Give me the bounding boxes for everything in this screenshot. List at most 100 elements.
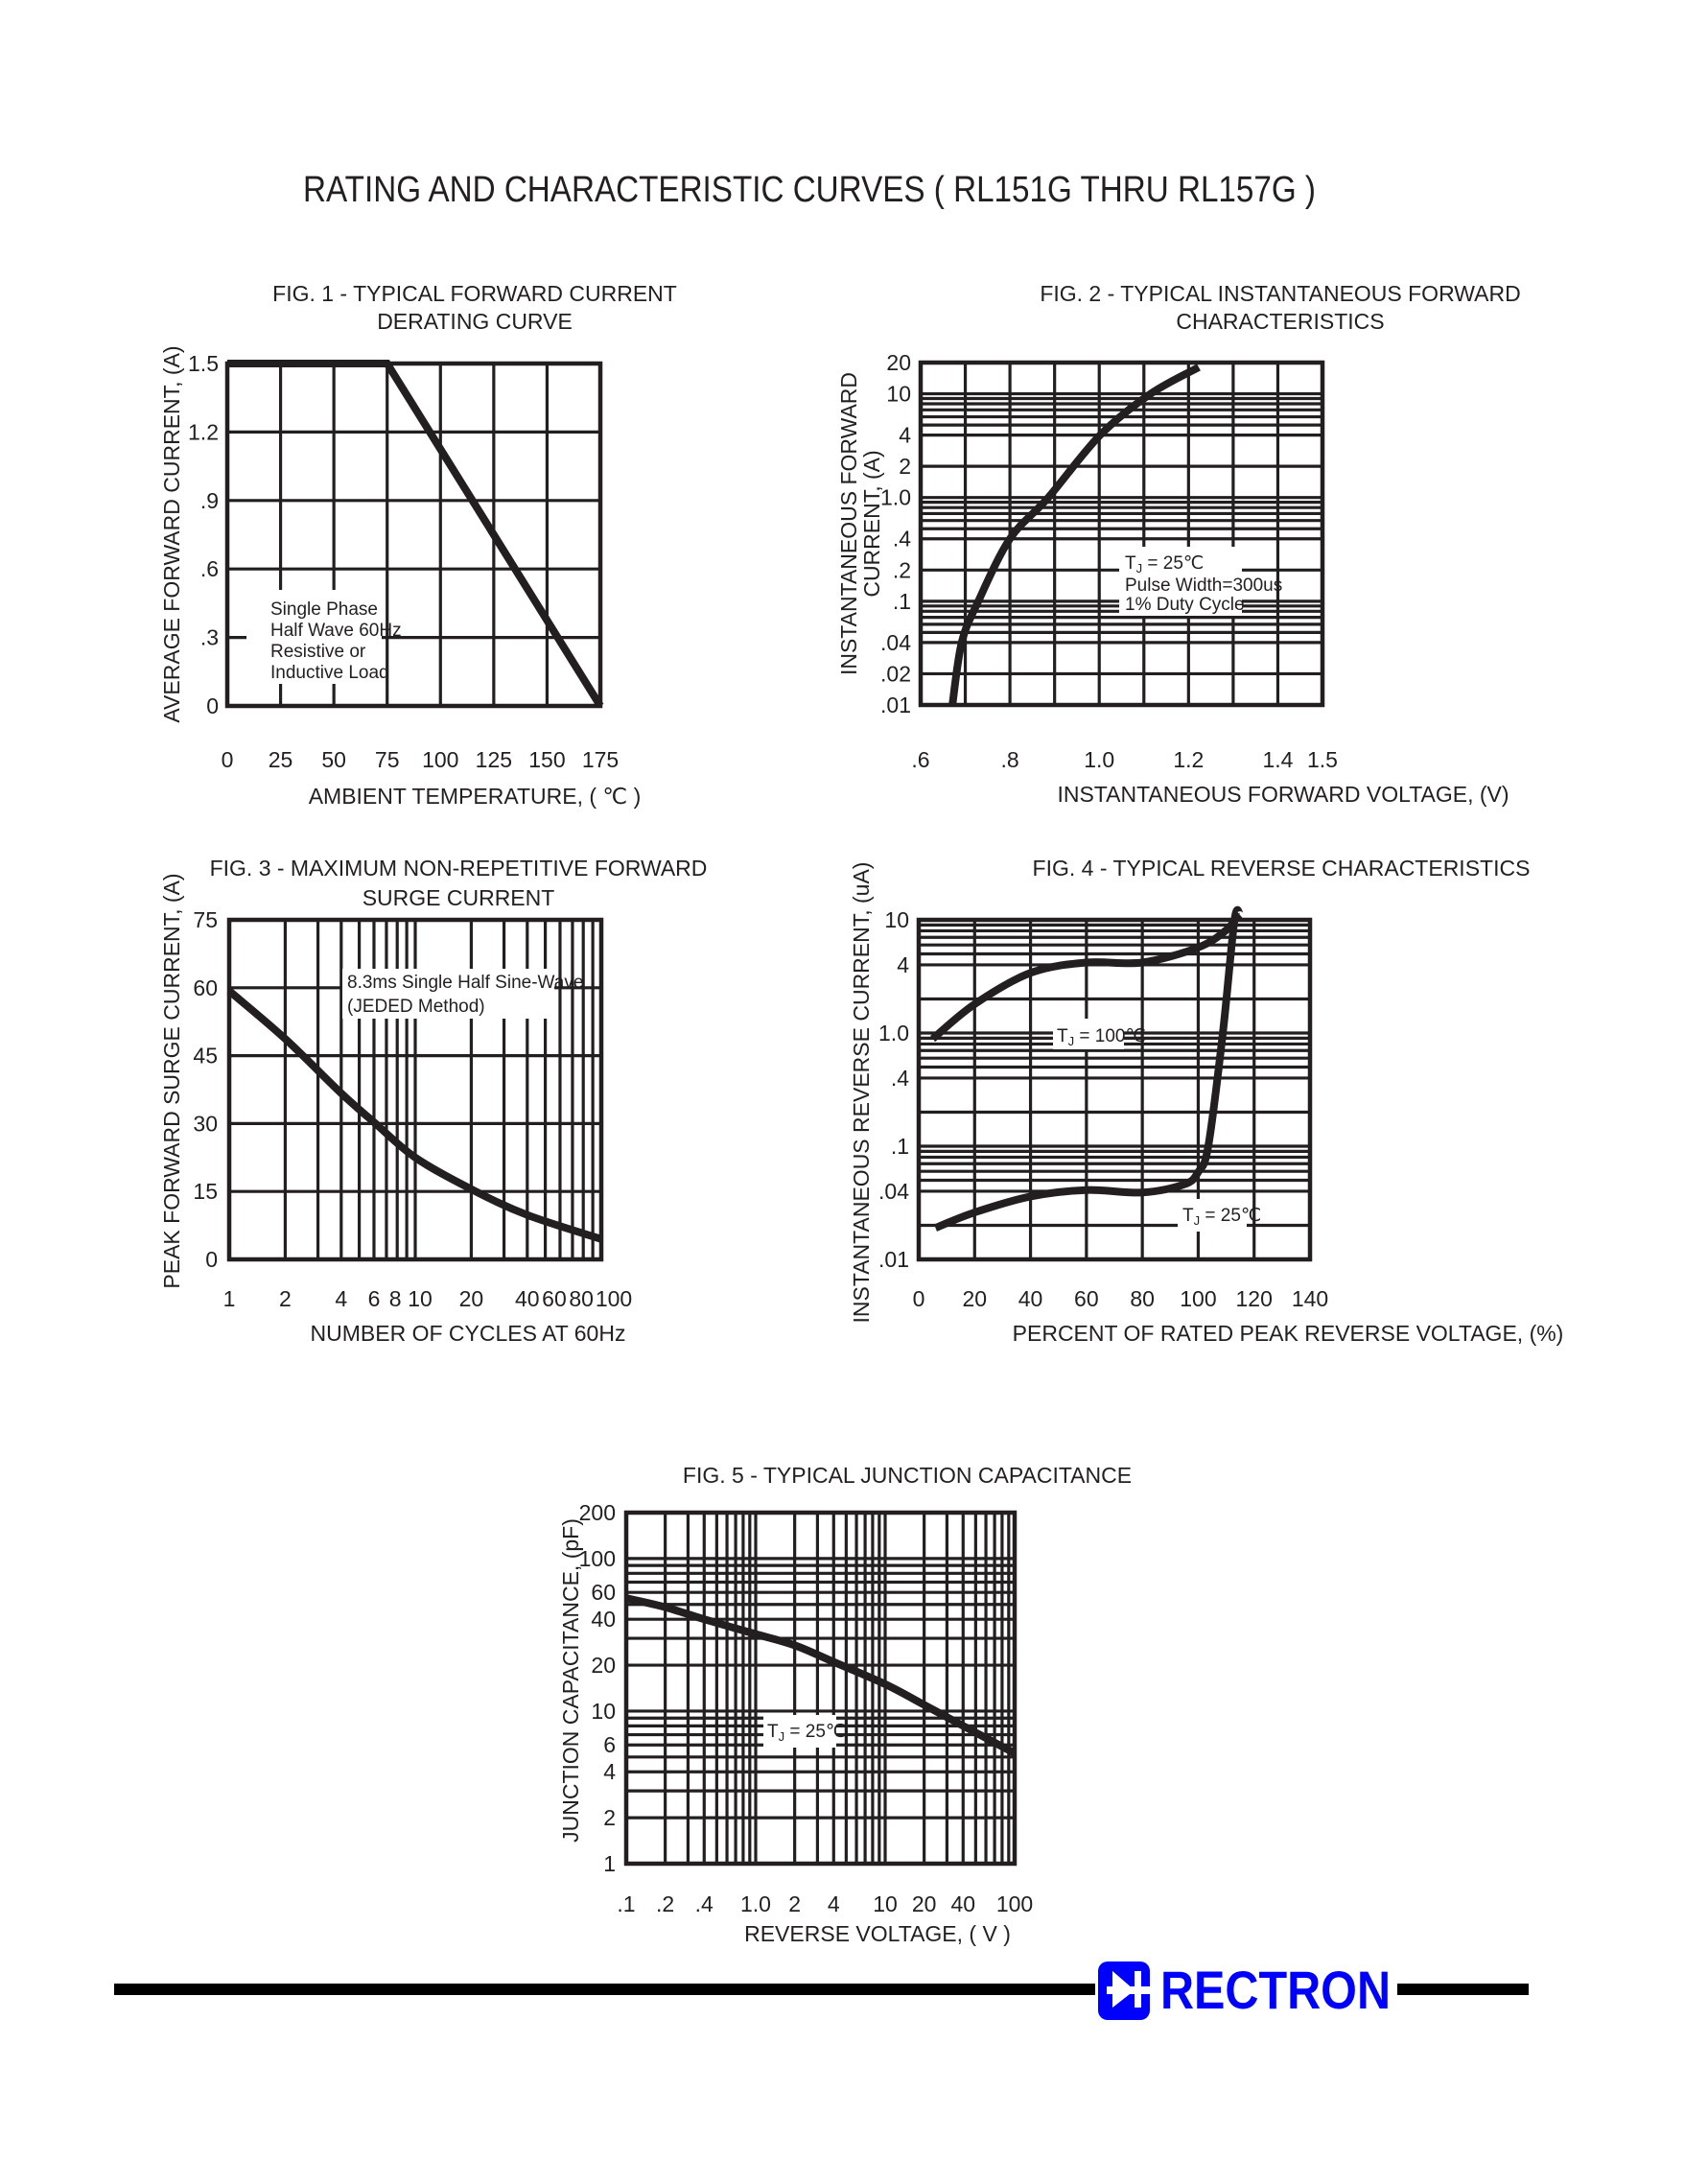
junction-temperature-label: TJ = 25℃ [1125,553,1204,575]
x-tick-label: 75 [375,747,400,772]
figure-title: FIG. 1 - TYPICAL FORWARD CURRENT [272,281,677,306]
y-tick-label: 40 [591,1607,616,1632]
annotation-box [246,590,382,684]
series-curve-1 [948,364,1201,706]
y-tick-label: .04 [878,1179,909,1204]
y-tick-label: 4 [899,423,911,448]
x-tick-label: 100 [422,747,458,772]
y-tick-label: 1 [603,1851,616,1876]
x-tick-label: 20 [459,1286,484,1311]
y-tick-label: 4 [897,952,909,977]
grid [921,363,1322,705]
x-tick-label: 1.4 [1262,747,1293,772]
y-tick-label: .1 [891,1134,909,1159]
label-subscript: J [1068,1034,1075,1048]
x-tick-label: 125 [476,747,512,772]
y-tick-label: .4 [891,1066,909,1091]
series-curve-2 [934,905,1245,1232]
y-tick-label: 75 [193,907,218,932]
y-tick-label: .6 [200,556,219,581]
y-axis-label: INSTANTANEOUS REVERSE CURRENT, (uA) [849,862,874,1324]
x-tick-label: 0 [913,1286,925,1311]
y-axis-label: JUNCTION CAPACITANCE, (pF) [558,1518,583,1843]
x-tick-label: 10 [408,1286,433,1311]
y-tick-label: 60 [591,1580,616,1605]
figure-title: CHARACTERISTICS [1176,309,1384,334]
y-tick-label: 4 [603,1759,616,1784]
annotation-box [1053,1019,1124,1049]
series-curve-1 [930,913,1241,1043]
plot-frame [918,360,1325,708]
y-tick-label: 1.0 [878,1021,909,1045]
x-axis-label: INSTANTANEOUS FORWARD VOLTAGE, (V) [1057,782,1509,807]
label-rest: = 25℃ [1200,1206,1261,1226]
annotation-text: (JEDED Method) [347,997,485,1017]
x-tick-label: 4 [828,1891,840,1916]
y-tick-label: .4 [893,527,911,552]
figure-title: DERATING CURVE [377,309,573,334]
plot-frame [623,1510,1018,1867]
x-tick-label: 1.2 [1173,747,1204,772]
x-tick-label: 80 [1130,1286,1155,1311]
label-main: T [1057,1026,1068,1046]
y-tick-label: 45 [193,1044,218,1069]
x-tick-label: 25 [269,747,293,772]
annotation-text: Half Wave 60Hz [270,621,402,641]
diode-triangle-front [1112,1971,1135,2008]
grid [227,364,600,706]
grid [626,1513,1015,1864]
fig-5-chart: TJ = 25℃.1.2.4 1.0 2 4 10 20 40 100124610204060… [558,1463,1132,1946]
y-tick-label: .9 [200,488,219,513]
x-tick-label: 20 [962,1286,987,1311]
x-tick-label: .1 [617,1891,635,1916]
y-tick-label: 1.0 [880,485,911,510]
x-tick-label: .4 [695,1891,714,1916]
y-tick-label: 20 [886,350,911,375]
figure-title: SURGE CURRENT [363,885,555,910]
figure-title: FIG. 2 - TYPICAL INSTANTANEOUS FORWARD [1040,281,1520,306]
x-tick-label: 120 [1236,1286,1273,1311]
label-main: T [1182,1206,1194,1226]
annotation-text: Resistive or [270,642,366,662]
x-tick-label: 20 [912,1891,937,1916]
x-tick-label: 100 [996,1891,1033,1916]
y-tick-label: 0 [206,693,219,718]
plot-frame [916,917,1313,1262]
annotation-box [1178,1199,1247,1232]
figure-title: FIG. 4 - TYPICAL REVERSE CHARACTERISTICS [1033,856,1531,881]
x-tick-label: .8 [1001,747,1019,772]
fig-4-chart: TJ = 100℃TJ = 25℃0 20 40 60 80 100 120 140.01.0… [849,856,1563,1346]
x-tick-label: 8 [389,1286,402,1311]
y-tick-label: 1.2 [188,419,219,444]
x-tick-label: 6 [368,1286,381,1311]
label-rest: = 100℃ [1074,1026,1146,1046]
x-tick-label: 140 [1292,1286,1328,1311]
x-tick-label: 150 [528,747,565,772]
label-main: T [767,1722,779,1742]
label-rest: = 25℃ [1142,553,1204,574]
y-tick-label: 0 [205,1247,218,1272]
label-subscript: J [1194,1213,1201,1228]
y-tick-label: 100 [579,1546,616,1571]
annotation-text: Single Phase [270,599,378,620]
annotation-text: 1% Duty Cycle [1125,595,1245,615]
footer-rule-right [1397,1984,1529,1995]
y-tick-label: 60 [193,975,218,1000]
plot-frame [226,917,604,1262]
y-tick-label: 30 [193,1111,218,1136]
y-tick-label: 200 [579,1500,616,1525]
y-tick-label: 20 [591,1653,616,1678]
y-tick-label: 10 [884,907,909,932]
x-tick-label: 4 [335,1286,347,1311]
figure-title: FIG. 3 - MAXIMUM NON-REPETITIVE FORWARD [210,856,708,881]
x-tick-label: .6 [911,747,929,772]
x-tick-label: 1 [223,1286,236,1311]
y-axis-label: AVERAGE FORWARD CURRENT, (A) [159,345,184,722]
x-tick-label: 60 [542,1286,567,1311]
x-tick-label: 80 [569,1286,594,1311]
x-tick-label: 40 [515,1286,540,1311]
